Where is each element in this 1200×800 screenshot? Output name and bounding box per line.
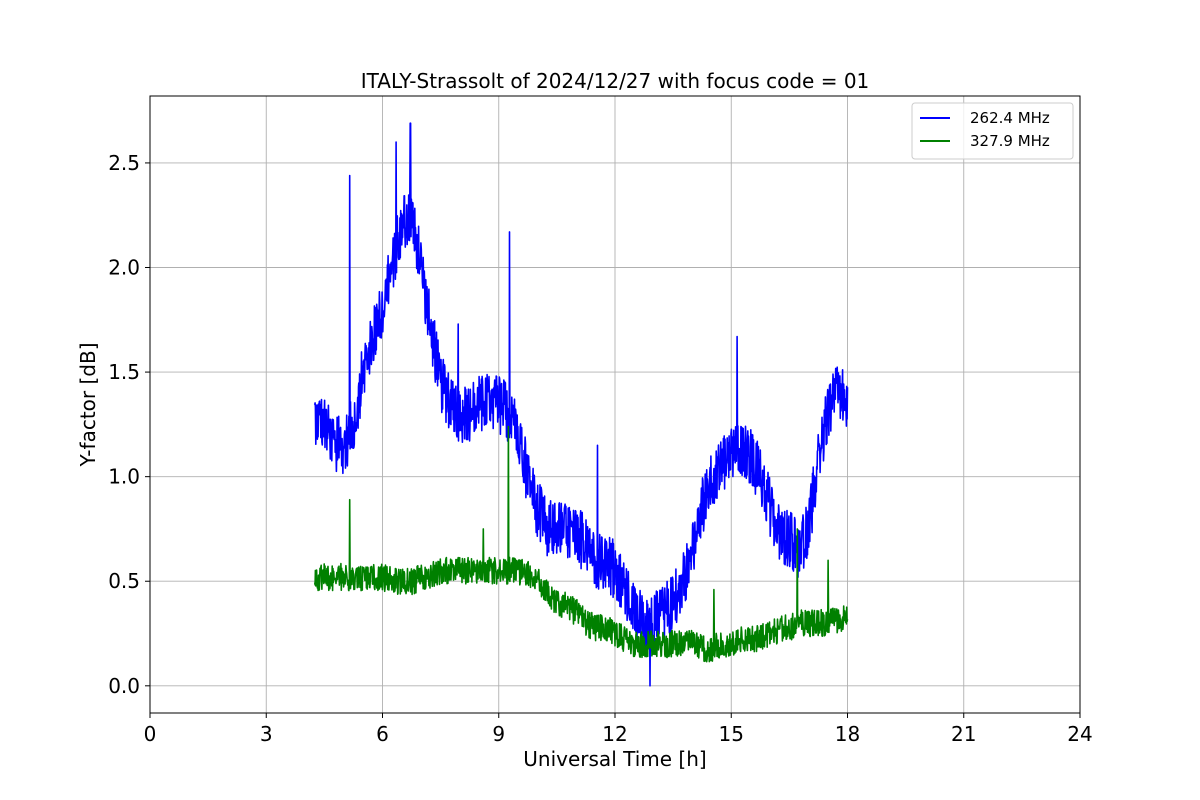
x-axis-ticks: 0 3 6 9 12 15 18 21 24 [144,713,1093,746]
x-tick-label: 21 [951,722,976,746]
series-group [313,122,849,687]
x-axis-label: Universal Time [h] [523,747,706,771]
x-tick-label: 9 [492,722,505,746]
series-line-1 [313,122,849,687]
y-tick-label: 1.0 [108,465,140,489]
x-tick-label: 6 [376,722,389,746]
x-tick-label: 24 [1067,722,1092,746]
y-tick-label: 0.5 [108,569,140,593]
y-tick-label: 2.5 [108,151,140,175]
legend-box [911,102,1074,160]
x-tick-label: 3 [260,722,273,746]
x-tick-label: 0 [144,722,157,746]
legend-label: 327.9 MHz [970,132,1050,150]
y-tick-label: 2.0 [108,256,140,280]
chart-title: ITALY-Strassolt of 2024/12/27 with focus… [361,69,870,93]
y-axis-ticks: 0.0 0.5 1.0 1.5 2.0 2.5 [108,151,150,698]
y-tick-label: 1.5 [108,360,140,384]
y-axis-label: Y-factor [dB] [76,342,100,467]
series-line-2 [313,425,849,663]
x-tick-label: 12 [602,722,627,746]
x-tick-label: 15 [719,722,744,746]
legend: 262.4 MHz 327.9 MHz [911,102,1074,160]
y-tick-label: 0.0 [108,674,140,698]
legend-label: 262.4 MHz [970,109,1050,127]
x-tick-label: 18 [835,722,860,746]
